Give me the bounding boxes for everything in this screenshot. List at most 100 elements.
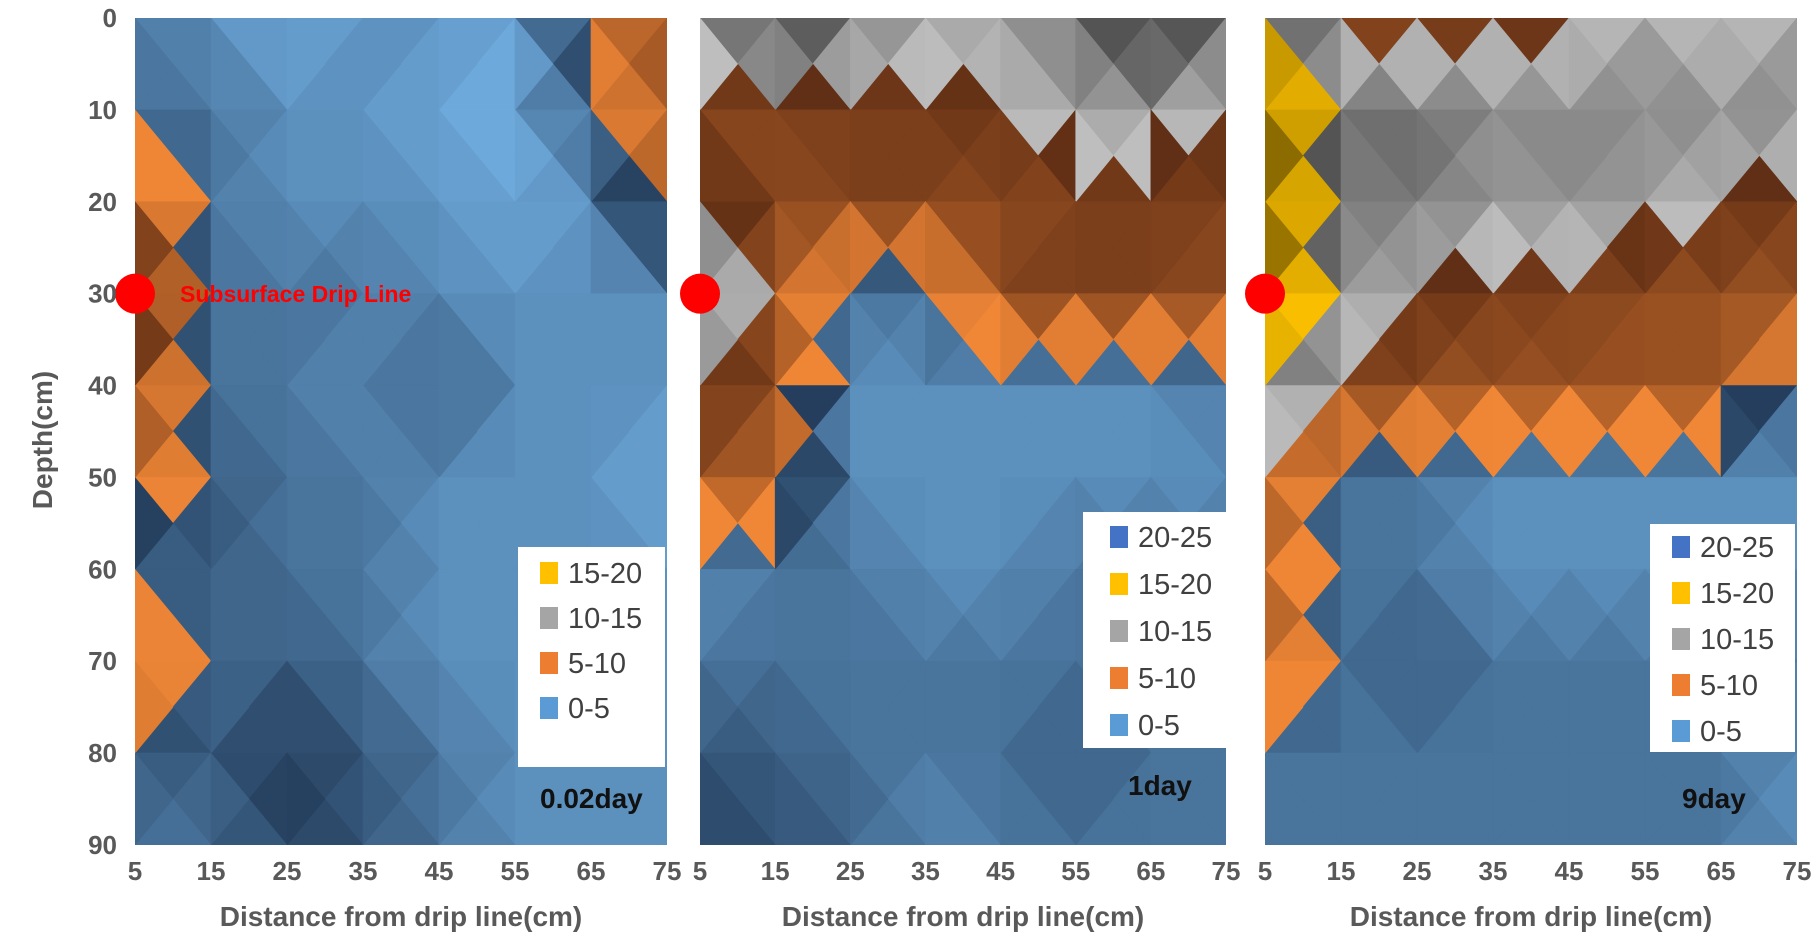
x-tick-label: 25: [1403, 856, 1432, 886]
x-tick-labels: 5 15 25 35 45 55 65 75: [128, 856, 682, 886]
heatmap-cell: [849, 292, 889, 387]
legend-label: 5-10: [1138, 663, 1196, 695]
heatmap-cell: [774, 200, 814, 295]
heatmap-cell: [1265, 385, 1304, 478]
x-tick-label: 25: [836, 856, 865, 886]
heatmap-cell: [1492, 752, 1532, 845]
legend-swatch: [1672, 582, 1690, 604]
heatmap-cell: [774, 109, 814, 203]
heatmap-cell: [210, 568, 250, 663]
legend-swatch: [1672, 536, 1690, 558]
heatmap-cell: [1644, 384, 1684, 479]
drip-line-label: Subsurface Drip Line: [180, 281, 411, 307]
heatmap-cell: [210, 752, 250, 845]
heatmap-cell: [438, 568, 478, 663]
heatmap-cell: [849, 476, 889, 571]
y-tick-label: 30: [88, 279, 117, 309]
heatmap-cell: [1000, 200, 1039, 295]
heatmap-cell: [286, 476, 326, 571]
heatmap-cell: [700, 18, 738, 111]
heatmap-cell: [1416, 752, 1456, 845]
heatmap-cell: [590, 476, 630, 571]
heatmap-cell: [1416, 384, 1456, 479]
heatmap-cell: [1568, 660, 1608, 754]
heatmap-cell: [210, 200, 250, 295]
legend-label: 0-5: [1138, 710, 1180, 742]
heatmap-cell: [774, 292, 814, 387]
heatmap-cell: [362, 292, 402, 387]
heatmap-cell: [774, 384, 814, 479]
heatmap-cell: [1265, 568, 1304, 662]
heatmap-cell: [1265, 752, 1304, 845]
legend-label: 0-5: [568, 693, 610, 725]
time-label: 1day: [1128, 770, 1192, 801]
heatmap-cell: [210, 476, 250, 571]
legend-label: 0-5: [1700, 716, 1742, 748]
heatmap-cell: [700, 568, 738, 662]
y-tick-label: 60: [88, 554, 117, 584]
heatmap-cell: [849, 568, 889, 663]
heatmap-cell: [1568, 384, 1608, 479]
heatmap-cell: [210, 109, 250, 203]
x-tick-label: 65: [577, 856, 606, 886]
x-tick-label: 35: [1479, 856, 1508, 886]
y-tick-labels: 0 10 20 30 40 50 60 70 80 90: [88, 3, 117, 860]
heatmap-cell: [438, 18, 478, 111]
y-tick-label: 80: [88, 738, 117, 768]
x-tick-label: 75: [653, 856, 682, 886]
heatmap-cell: [1568, 292, 1608, 387]
heatmap-cell: [286, 384, 326, 479]
heatmap-cell: [1340, 384, 1380, 479]
y-tick-label: 10: [88, 95, 117, 125]
x-axis-label: Distance from drip line(cm): [782, 901, 1145, 932]
heatmap-cell: [362, 109, 402, 203]
x-tick-label: 65: [1707, 856, 1736, 886]
heatmap-cell: [700, 109, 738, 203]
x-tick-label: 5: [128, 856, 142, 886]
heatmap-cell: [1340, 476, 1380, 571]
heatmap-cell: [590, 752, 630, 845]
heatmap-cell: [1150, 200, 1189, 295]
heatmap-cell: [590, 292, 630, 387]
heatmap-cell: [925, 384, 964, 479]
heatmap-cell: [1568, 568, 1608, 663]
legend-swatch: [1110, 573, 1128, 595]
y-tick-label: 40: [88, 371, 117, 401]
heatmap-cell: [286, 660, 326, 754]
heatmap-cell: [925, 109, 964, 203]
heatmap-cells: [135, 18, 667, 845]
heatmap-cell: [1000, 660, 1039, 754]
x-tick-label: 55: [501, 856, 530, 886]
heatmap-cell: [1150, 292, 1189, 387]
heatmap-cell: [1000, 292, 1039, 387]
heatmap-cell: [362, 568, 402, 663]
x-tick-label: 55: [1061, 856, 1090, 886]
heatmap-cell: [514, 200, 554, 295]
heatmap-cell: [1340, 200, 1380, 295]
legend-label: 10-15: [568, 603, 642, 635]
heatmap-cell: [135, 385, 174, 478]
chart-panel-0.02day: Subsurface Drip Line 0 10 20 30 40 50 60 70 80 90…: [27, 3, 681, 932]
heatmap-cell: [1340, 752, 1380, 845]
legend-swatch: [1672, 628, 1690, 650]
legend-label: 20-25: [1700, 532, 1774, 564]
heatmap-cell: [1340, 292, 1380, 387]
heatmap-cell: [1416, 200, 1456, 295]
legend-swatch: [540, 697, 558, 719]
legend-swatch: [1672, 720, 1690, 742]
heatmap-cell: [514, 292, 554, 387]
heatmap-cell: [286, 292, 326, 387]
heatmap-cell: [362, 476, 402, 571]
heatmap-cell: [700, 660, 738, 754]
legend-label: 10-15: [1700, 624, 1774, 656]
y-tick-label: 20: [88, 187, 117, 217]
x-tick-labels: 5 15 25 35 45 55 65 75: [1258, 856, 1812, 886]
heatmap-cell: [1340, 568, 1380, 663]
heatmap-cell: [1492, 292, 1532, 387]
time-label: 0.02day: [540, 783, 643, 814]
heatmap-cell: [362, 384, 402, 479]
heatmap-cells: [700, 18, 1226, 845]
heatmap-cell: [286, 109, 326, 203]
legend-swatch: [1110, 526, 1128, 548]
